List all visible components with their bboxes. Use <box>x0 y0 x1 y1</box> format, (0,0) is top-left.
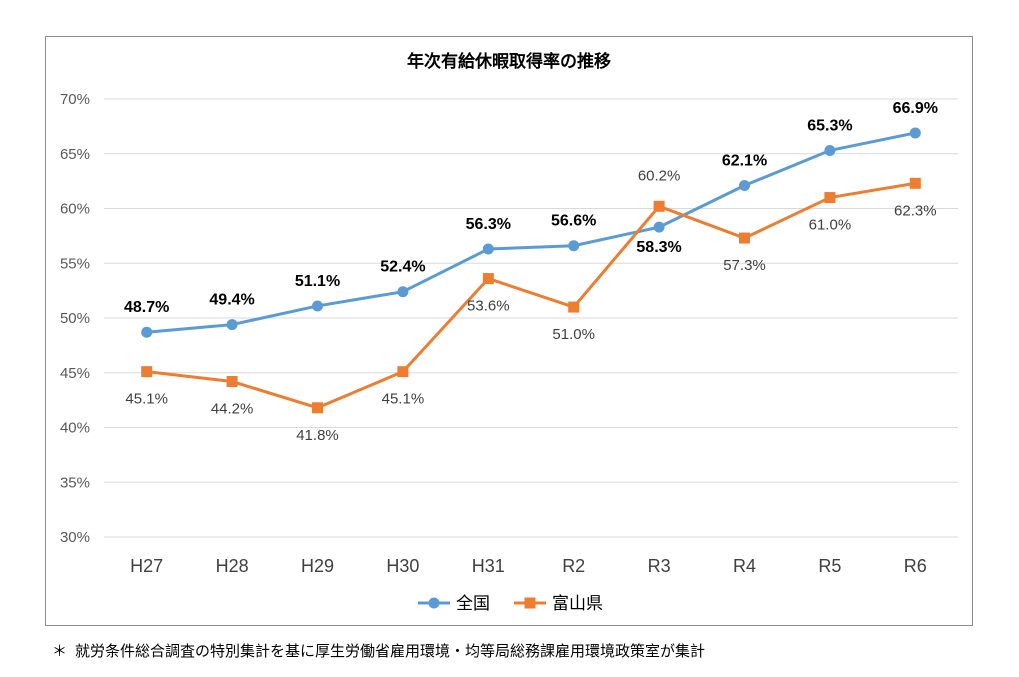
data-point-toyama <box>226 376 238 388</box>
data-point-toyama <box>482 273 494 285</box>
data-label-national: 49.4% <box>209 292 254 309</box>
data-label-national: 62.1% <box>722 153 767 170</box>
data-label-toyama: 60.2% <box>638 167 681 184</box>
data-label-toyama: 61.0% <box>809 217 852 234</box>
data-point-toyama <box>739 232 750 244</box>
x-tick-label-R2: R2 <box>562 556 585 576</box>
legend-label-toyama: 富山県 <box>552 594 603 614</box>
data-label-national: 58.3% <box>636 239 681 256</box>
x-tick-label-H30: H30 <box>386 556 419 576</box>
chart-title: 年次有給休暇取得率の推移 <box>407 51 611 72</box>
data-point-national <box>397 286 409 298</box>
data-label-national: 51.1% <box>295 273 340 290</box>
data-label-national: 48.7% <box>124 299 169 316</box>
data-label-toyama: 51.0% <box>552 326 595 343</box>
data-point-national <box>568 240 580 252</box>
data-point-national <box>653 221 665 233</box>
data-label-toyama: 41.8% <box>296 427 339 444</box>
x-tick-label-H31: H31 <box>472 556 505 576</box>
data-label-toyama: 45.1% <box>382 391 425 408</box>
data-point-toyama <box>312 402 323 414</box>
x-tick-label-R6: R6 <box>904 556 927 576</box>
data-label-toyama: 62.3% <box>894 202 937 219</box>
data-label-national: 56.3% <box>466 216 511 233</box>
data-point-national <box>909 127 921 139</box>
footnote: ＊ 就労条件総合調査の特別集計を基に厚生労働省雇用環境・均等局総務課雇用環境政策室… <box>52 640 705 661</box>
data-label-toyama: 57.3% <box>723 257 766 274</box>
data-point-national <box>141 326 153 338</box>
data-point-toyama <box>141 366 153 378</box>
data-label-national: 66.9% <box>893 100 938 117</box>
y-tick-label: 40% <box>60 420 90 437</box>
data-point-toyama <box>824 192 836 204</box>
data-point-national <box>739 180 750 192</box>
data-point-toyama <box>568 301 580 313</box>
data-label-national: 56.6% <box>551 213 596 230</box>
y-tick-label: 45% <box>60 365 90 382</box>
data-point-national <box>312 300 323 312</box>
data-point-toyama <box>909 177 921 189</box>
y-tick-label: 50% <box>60 310 90 327</box>
data-point-national <box>824 144 836 156</box>
x-tick-label-R5: R5 <box>818 556 841 576</box>
series-line-toyama <box>146 181 916 410</box>
x-tick-label-R3: R3 <box>648 556 671 576</box>
data-label-toyama: 45.1% <box>125 391 168 408</box>
y-tick-label: 65% <box>60 146 90 163</box>
data-point-toyama <box>653 200 665 212</box>
legend-label-national: 全国 <box>456 594 490 614</box>
data-label-national: 65.3% <box>807 117 852 134</box>
data-point-toyama <box>397 366 409 378</box>
data-label-national: 52.4% <box>380 259 425 276</box>
data-point-national <box>482 243 494 255</box>
y-tick-label: 35% <box>60 474 90 491</box>
x-tick-label-H29: H29 <box>301 556 334 576</box>
x-tick-label-H28: H28 <box>216 556 249 576</box>
chart-frame: 年次有給休暇取得率の推移 30% 35% 40% 45% 50% 55% 60% 65% 70%… <box>45 36 973 626</box>
line-chart: 年次有給休暇取得率の推移 30% 35% 40% 45% 50% 55% 60% 65% 70%… <box>60 51 958 614</box>
footnote-text: 就労条件総合調査の特別集計を基に厚生労働省雇用環境・均等局総務課雇用環境政策室が… <box>75 642 706 660</box>
y-tick-label: 55% <box>60 255 90 272</box>
y-tick-label: 30% <box>60 529 90 546</box>
x-tick-label-H27: H27 <box>130 556 163 576</box>
legend-marker-toyama <box>524 597 536 609</box>
data-label-toyama: 53.6% <box>467 298 510 315</box>
data-point-national <box>226 319 238 331</box>
y-tick-label: 70% <box>60 91 90 108</box>
footnote-marker: ＊ <box>52 642 68 660</box>
x-tick-label-R4: R4 <box>733 556 756 576</box>
y-tick-label: 60% <box>60 201 90 218</box>
series-line-national <box>146 131 916 334</box>
data-label-toyama: 44.2% <box>211 401 254 418</box>
legend-marker-national <box>428 597 440 609</box>
